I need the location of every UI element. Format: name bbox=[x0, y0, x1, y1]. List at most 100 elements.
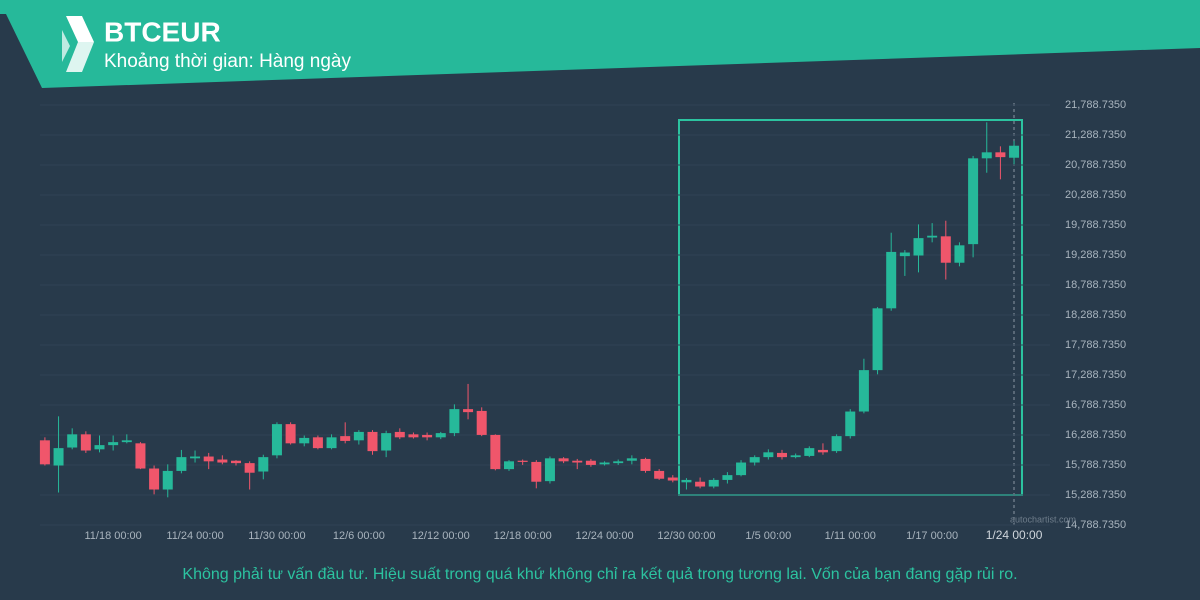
y-tick-label: 15,788.7350 bbox=[1065, 459, 1126, 471]
candle-body bbox=[626, 458, 637, 461]
y-tick-label: 19,288.7350 bbox=[1065, 249, 1126, 261]
x-tick-label: 12/18 00:00 bbox=[494, 530, 552, 542]
y-tick-label: 16,788.7350 bbox=[1065, 399, 1126, 411]
candle-body bbox=[872, 308, 883, 371]
logo-part bbox=[66, 42, 94, 72]
candle-body bbox=[203, 456, 214, 462]
candle-body bbox=[176, 457, 187, 471]
y-tick-label: 20,288.7350 bbox=[1065, 189, 1126, 201]
candle-body bbox=[517, 460, 528, 462]
disclaimer: Không phải tư vấn đầu tư. Hiệu suất tron… bbox=[182, 566, 1017, 583]
watermark: autochartist.com bbox=[1010, 514, 1076, 524]
candle-body bbox=[886, 251, 897, 309]
logo bbox=[62, 16, 94, 72]
candle-body bbox=[995, 152, 1006, 158]
candle-body bbox=[244, 463, 255, 473]
x-tick-label: 12/6 00:00 bbox=[333, 530, 385, 542]
candle-body bbox=[544, 458, 555, 482]
title: BTCEUR bbox=[104, 16, 221, 47]
candle-body bbox=[777, 452, 787, 458]
header-banner bbox=[0, 0, 1200, 88]
candle-body bbox=[435, 433, 446, 438]
candle-body bbox=[381, 433, 392, 451]
y-tick-label: 16,288.7350 bbox=[1065, 429, 1126, 441]
candle-body bbox=[217, 459, 228, 463]
candle-body bbox=[695, 481, 706, 487]
logo-part bbox=[62, 30, 70, 62]
candle-body bbox=[763, 452, 774, 458]
candle-body bbox=[271, 424, 282, 456]
candle-body bbox=[899, 252, 910, 257]
candle-body bbox=[640, 458, 651, 471]
x-tick-label: 12/12 00:00 bbox=[412, 530, 470, 542]
candle-body bbox=[149, 468, 160, 490]
candle-body bbox=[654, 470, 665, 479]
y-tick-label: 21,788.7350 bbox=[1065, 99, 1126, 111]
candle-body bbox=[299, 437, 310, 444]
candle-body bbox=[790, 455, 801, 458]
candle-body bbox=[708, 479, 719, 487]
candle-body bbox=[80, 434, 91, 451]
candle-body bbox=[394, 431, 405, 438]
x-tick-label: 12/24 00:00 bbox=[575, 530, 633, 542]
candle-body bbox=[804, 448, 815, 456]
y-tick-label: 19,788.7350 bbox=[1065, 219, 1126, 231]
candle-body bbox=[326, 437, 337, 449]
candle-body bbox=[39, 440, 50, 465]
candle-body bbox=[231, 460, 241, 464]
subtitle: Khoảng thời gian: Hàng ngày bbox=[104, 51, 351, 72]
y-tick-label: 14,788.7350 bbox=[1065, 519, 1126, 531]
candle-body bbox=[681, 479, 692, 483]
candle-body bbox=[981, 152, 992, 159]
candle-body bbox=[572, 460, 583, 463]
candle-body bbox=[285, 424, 296, 444]
candle-body bbox=[817, 449, 828, 453]
candle-body bbox=[722, 475, 733, 480]
candle-body bbox=[749, 457, 760, 463]
candle-body bbox=[913, 238, 924, 256]
candle-body bbox=[121, 440, 132, 443]
x-tick-label: 1/17 00:00 bbox=[906, 530, 958, 542]
candle-body bbox=[340, 436, 351, 441]
candle-body bbox=[67, 434, 78, 448]
y-tick-label: 17,288.7350 bbox=[1065, 369, 1126, 381]
logo-part bbox=[66, 16, 94, 42]
candle-body bbox=[135, 443, 146, 469]
candle-body bbox=[845, 411, 856, 437]
candle-body bbox=[490, 434, 501, 470]
candle-body bbox=[927, 235, 938, 238]
x-tick-label: 11/18 00:00 bbox=[85, 530, 142, 542]
candle-body bbox=[968, 158, 979, 245]
x-tick-label: 1/11 00:00 bbox=[825, 530, 876, 542]
y-tick-label: 20,788.7350 bbox=[1065, 159, 1126, 171]
x-tick-label: 11/30 00:00 bbox=[248, 530, 305, 542]
candle-body bbox=[108, 442, 119, 446]
candle-body bbox=[504, 461, 514, 470]
y-tick-label: 18,788.7350 bbox=[1065, 279, 1126, 291]
candle-body bbox=[449, 409, 460, 434]
y-tick-label: 21,288.7350 bbox=[1065, 129, 1126, 141]
candle-body bbox=[736, 462, 747, 476]
candle-body bbox=[831, 436, 842, 452]
candle-body bbox=[599, 462, 610, 465]
x-tick-label: 1/24 00:00 bbox=[986, 528, 1043, 542]
candle-body bbox=[312, 437, 323, 449]
candle-body bbox=[558, 458, 569, 462]
candle-body bbox=[667, 477, 678, 481]
candle-body bbox=[858, 370, 869, 412]
candle-body bbox=[353, 431, 364, 441]
y-tick-label: 15,288.7350 bbox=[1065, 489, 1126, 501]
x-tick-label: 12/30 00:00 bbox=[657, 530, 715, 542]
candle-body bbox=[613, 461, 624, 464]
x-tick-label: 11/24 00:00 bbox=[166, 530, 223, 542]
y-tick-label: 17,788.7350 bbox=[1065, 339, 1126, 351]
candle-body bbox=[367, 431, 378, 452]
candle-body bbox=[463, 409, 474, 413]
candle-body bbox=[408, 434, 419, 438]
candle-body bbox=[190, 456, 201, 459]
candle-body bbox=[53, 448, 64, 466]
candle-body bbox=[476, 410, 487, 435]
candle-body bbox=[162, 470, 173, 490]
candle-body bbox=[94, 445, 105, 450]
